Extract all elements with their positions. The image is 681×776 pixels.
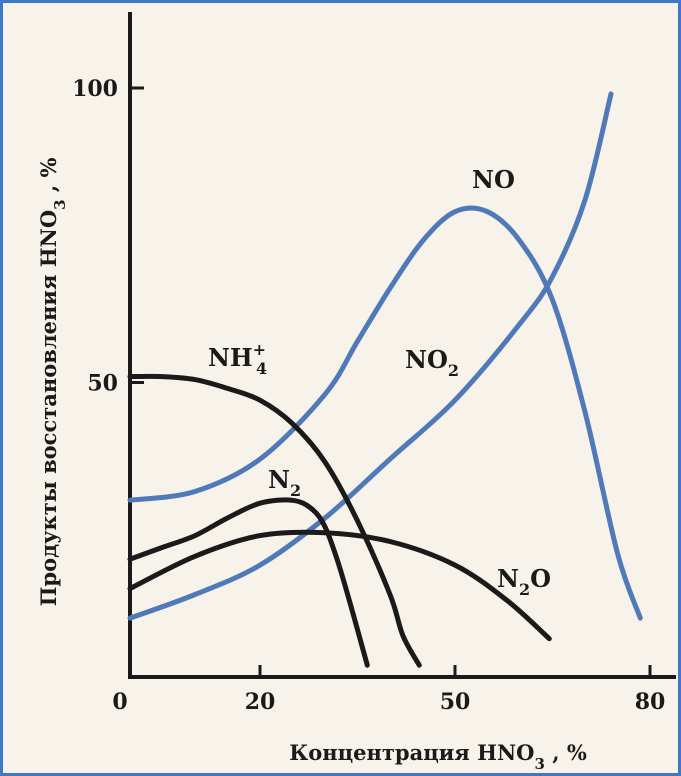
y-tick-label: 50 xyxy=(87,371,118,397)
x-axis-label: Концентрация HNO3 , % xyxy=(289,740,587,773)
x-tick-label: 80 xyxy=(635,689,666,715)
series-line-no2 xyxy=(127,91,614,621)
y-axis-label: Продукты восстановления HNO3 , % xyxy=(36,158,69,607)
series-line-n2 xyxy=(127,497,370,668)
curve-label-n2o: N2O xyxy=(497,564,551,599)
series-line-nh4- xyxy=(127,373,422,668)
x-tick-label: 20 xyxy=(245,689,276,715)
y-tick-label: 100 xyxy=(72,76,118,102)
curve-label-n2: N2 xyxy=(268,465,301,500)
curve-label-no: NO xyxy=(472,165,515,194)
curves xyxy=(127,91,643,668)
x-tick-label: 0 xyxy=(112,689,127,715)
axes: 0 20 50 80 50 100 Концентрация HNO3 , % Продукт… xyxy=(36,12,676,773)
curve-label-no2: NO2 xyxy=(405,345,459,380)
labels: NO NO2 NH+ 4 N2 N2O xyxy=(208,165,551,599)
curve-label-nh4-: NH+ 4 xyxy=(208,340,267,378)
x-tick-label: 50 xyxy=(440,689,471,715)
series-line-n2o xyxy=(127,529,552,642)
series-line-no xyxy=(127,205,643,621)
